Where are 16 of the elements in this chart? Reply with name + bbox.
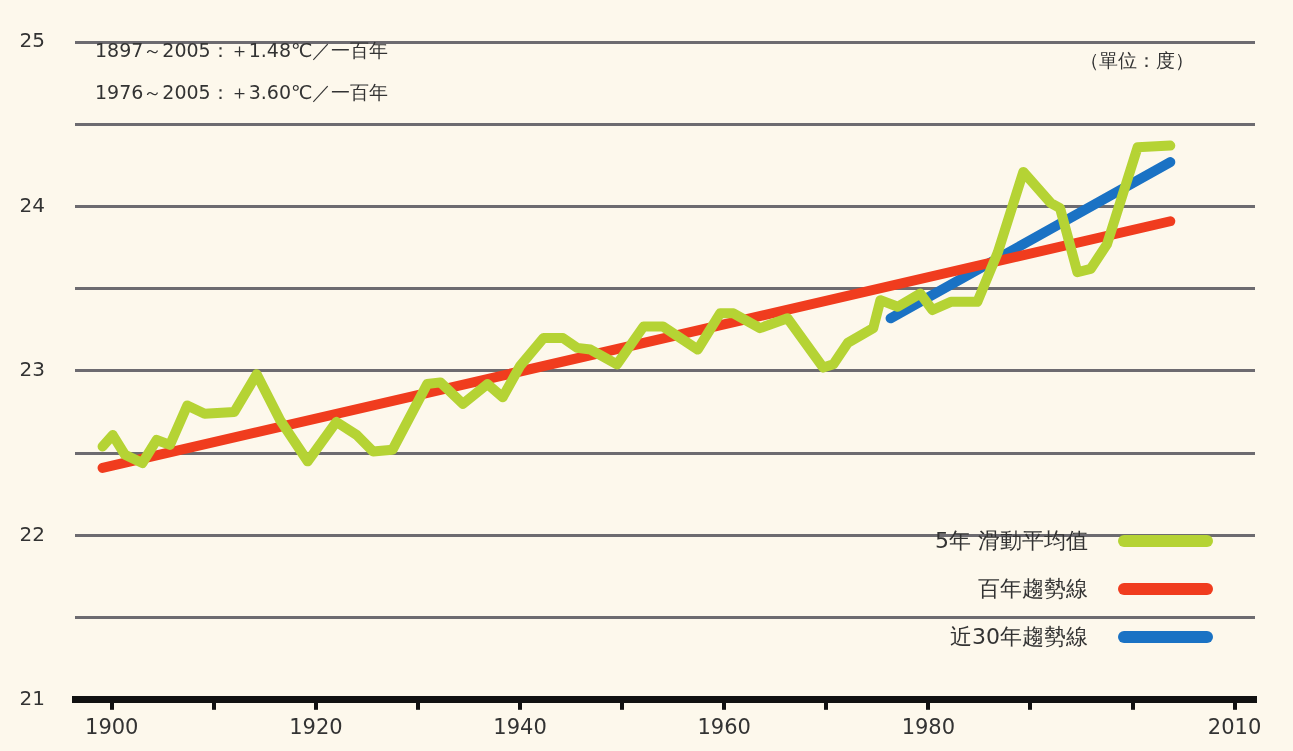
y-tick-label: 22: [19, 521, 45, 546]
annotation: 1976～2005：＋3.60℃／一百年: [95, 80, 389, 105]
y-tick-label: 21: [19, 686, 45, 710]
y-tick-label: 23: [19, 357, 45, 382]
y-tick-label: 25: [19, 28, 45, 53]
annotation: 1897～2005：＋1.48℃／一百年: [95, 38, 389, 63]
x-tick-label: 1960: [697, 714, 751, 739]
x-tick-label: 1920: [289, 714, 343, 739]
annotation: （單位：度）: [1080, 48, 1194, 73]
legend-label: 近30年趨勢線: [950, 623, 1088, 651]
legend-label: 百年趨勢線: [978, 575, 1088, 603]
x-tick-label: 1900: [85, 714, 139, 739]
x-tick-label: 1980: [901, 714, 956, 739]
x-tick-label: 1940: [493, 714, 547, 739]
y-tick-label: 24: [19, 192, 45, 217]
x-tick-label: 2010: [1207, 714, 1262, 739]
